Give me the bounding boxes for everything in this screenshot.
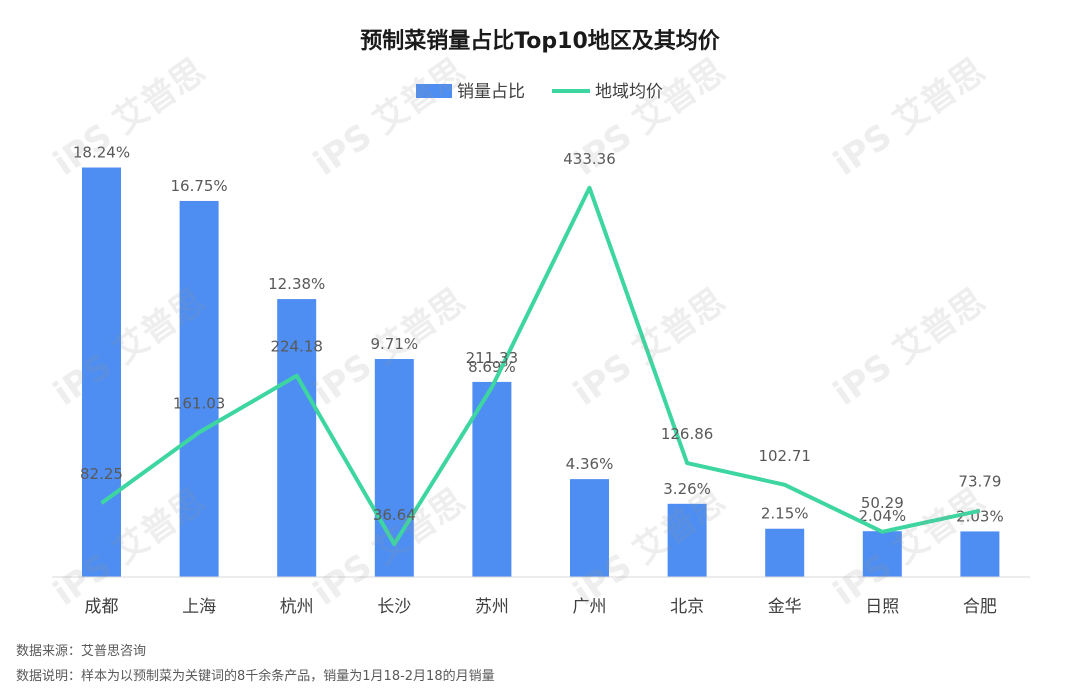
x-tick-label: 日照 — [865, 597, 899, 617]
x-tick-label: 上海 — [182, 597, 216, 617]
x-tick-label: 长沙 — [377, 597, 411, 617]
legend: 销量占比 地域均价 — [416, 82, 663, 102]
x-tick-label: 成都 — [85, 597, 119, 617]
bar-data-label: 12.38% — [268, 275, 325, 293]
bar — [862, 531, 902, 577]
bar-data-label: 2.15% — [761, 505, 809, 523]
x-axis-ticks: 成都 上海 杭州 长沙 苏州 广州 北京 金华 日照 合肥 — [85, 597, 997, 617]
x-tick-label: 苏州 — [475, 597, 509, 617]
x-tick-label: 广州 — [573, 597, 607, 617]
line-data-label: 433.36 — [563, 150, 616, 168]
line-data-label: 82.25 — [80, 465, 123, 483]
x-tick-label: 金华 — [768, 597, 802, 617]
chart-area: 预制菜销量占比Top10地区及其均价 销量占比 地域均价 18.24% 16.75… — [52, 28, 1030, 617]
bar — [472, 381, 512, 577]
price-line — [100, 185, 981, 547]
source-note: 数据来源：艾普思咨询 — [16, 644, 147, 659]
legend-bar-swatch — [416, 84, 452, 98]
bar — [82, 167, 121, 577]
description-note: 数据说明：样本为以预制菜为关键词的8千余条产品，销量为1月18-2月18的月销量 — [16, 669, 495, 684]
line-data-label: 36.64 — [373, 506, 416, 524]
bar-labels: 18.24%16.75%12.38%9.71%8.69%4.36%3.26%2.… — [73, 144, 1004, 526]
legend-bar-label: 销量占比 — [457, 82, 525, 102]
bar-data-label: 16.75% — [170, 177, 227, 195]
bar-data-label: 4.36% — [566, 455, 614, 473]
bar-data-label: 2.04% — [858, 507, 906, 525]
bar-series — [82, 167, 1000, 577]
bar-data-label: 18.24% — [73, 144, 130, 162]
line-data-label: 224.18 — [270, 338, 323, 356]
line-labels: 82.25 161.03 224.18 36.64 211.33 433.36 126.86… — [80, 150, 1001, 524]
line-data-label: 126.86 — [661, 425, 714, 443]
x-tick-label: 合肥 — [963, 597, 997, 617]
line-data-label: 161.03 — [173, 394, 226, 412]
bar — [960, 531, 1000, 577]
bar — [179, 200, 219, 577]
line-data-label: 211.33 — [466, 349, 519, 367]
legend-line-label: 地域均价 — [595, 82, 663, 102]
bar — [765, 528, 805, 577]
line-data-label: 50.29 — [861, 494, 904, 512]
x-tick-label: 北京 — [670, 597, 704, 617]
chart-title: 预制菜销量占比Top10地区及其均价 — [360, 28, 721, 54]
line-data-label: 73.79 — [958, 473, 1001, 491]
bar-data-label: 3.26% — [663, 480, 711, 498]
x-tick-label: 杭州 — [280, 597, 314, 617]
bar-data-label: 2.03% — [956, 507, 1004, 525]
line-data-label: 102.71 — [758, 447, 811, 465]
bar — [667, 503, 707, 577]
bar — [277, 299, 317, 577]
bar — [570, 479, 609, 577]
bar-data-label: 9.71% — [370, 335, 418, 353]
